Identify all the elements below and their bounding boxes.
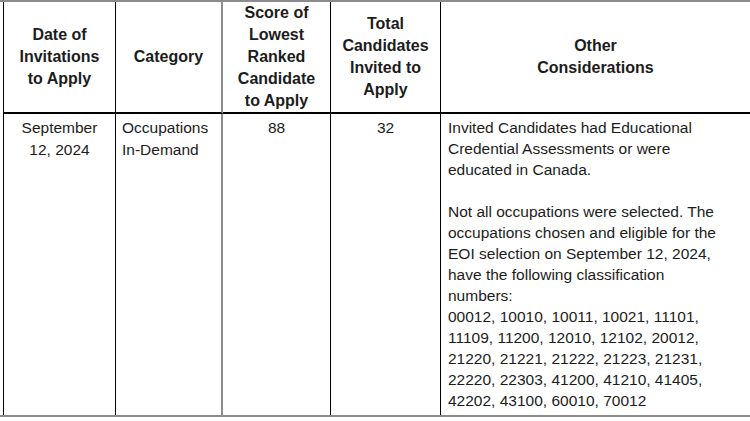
cell-score: 88 bbox=[223, 114, 331, 415]
cell-other-considerations: Invited Candidates had Educational Crede… bbox=[441, 114, 750, 415]
cell-date: September 12, 2024 bbox=[4, 114, 116, 415]
cell-total-invited: 32 bbox=[331, 114, 441, 415]
column-header-score: Score of Lowest Ranked Candidate to Appl… bbox=[223, 2, 331, 114]
cell-category: Occupations In-Demand bbox=[116, 114, 223, 415]
invitations-table: Date of Invitations to Apply Category Sc… bbox=[3, 2, 750, 415]
document-page: Date of Invitations to Apply Category Sc… bbox=[0, 0, 750, 421]
column-header-total-invited: Total Candidates Invited to Apply bbox=[331, 2, 441, 114]
column-header-date: Date of Invitations to Apply bbox=[4, 2, 116, 114]
column-header-other-considerations: Other Considerations bbox=[441, 2, 750, 114]
column-header-category: Category bbox=[116, 2, 223, 114]
table-bottom-border bbox=[0, 415, 750, 417]
